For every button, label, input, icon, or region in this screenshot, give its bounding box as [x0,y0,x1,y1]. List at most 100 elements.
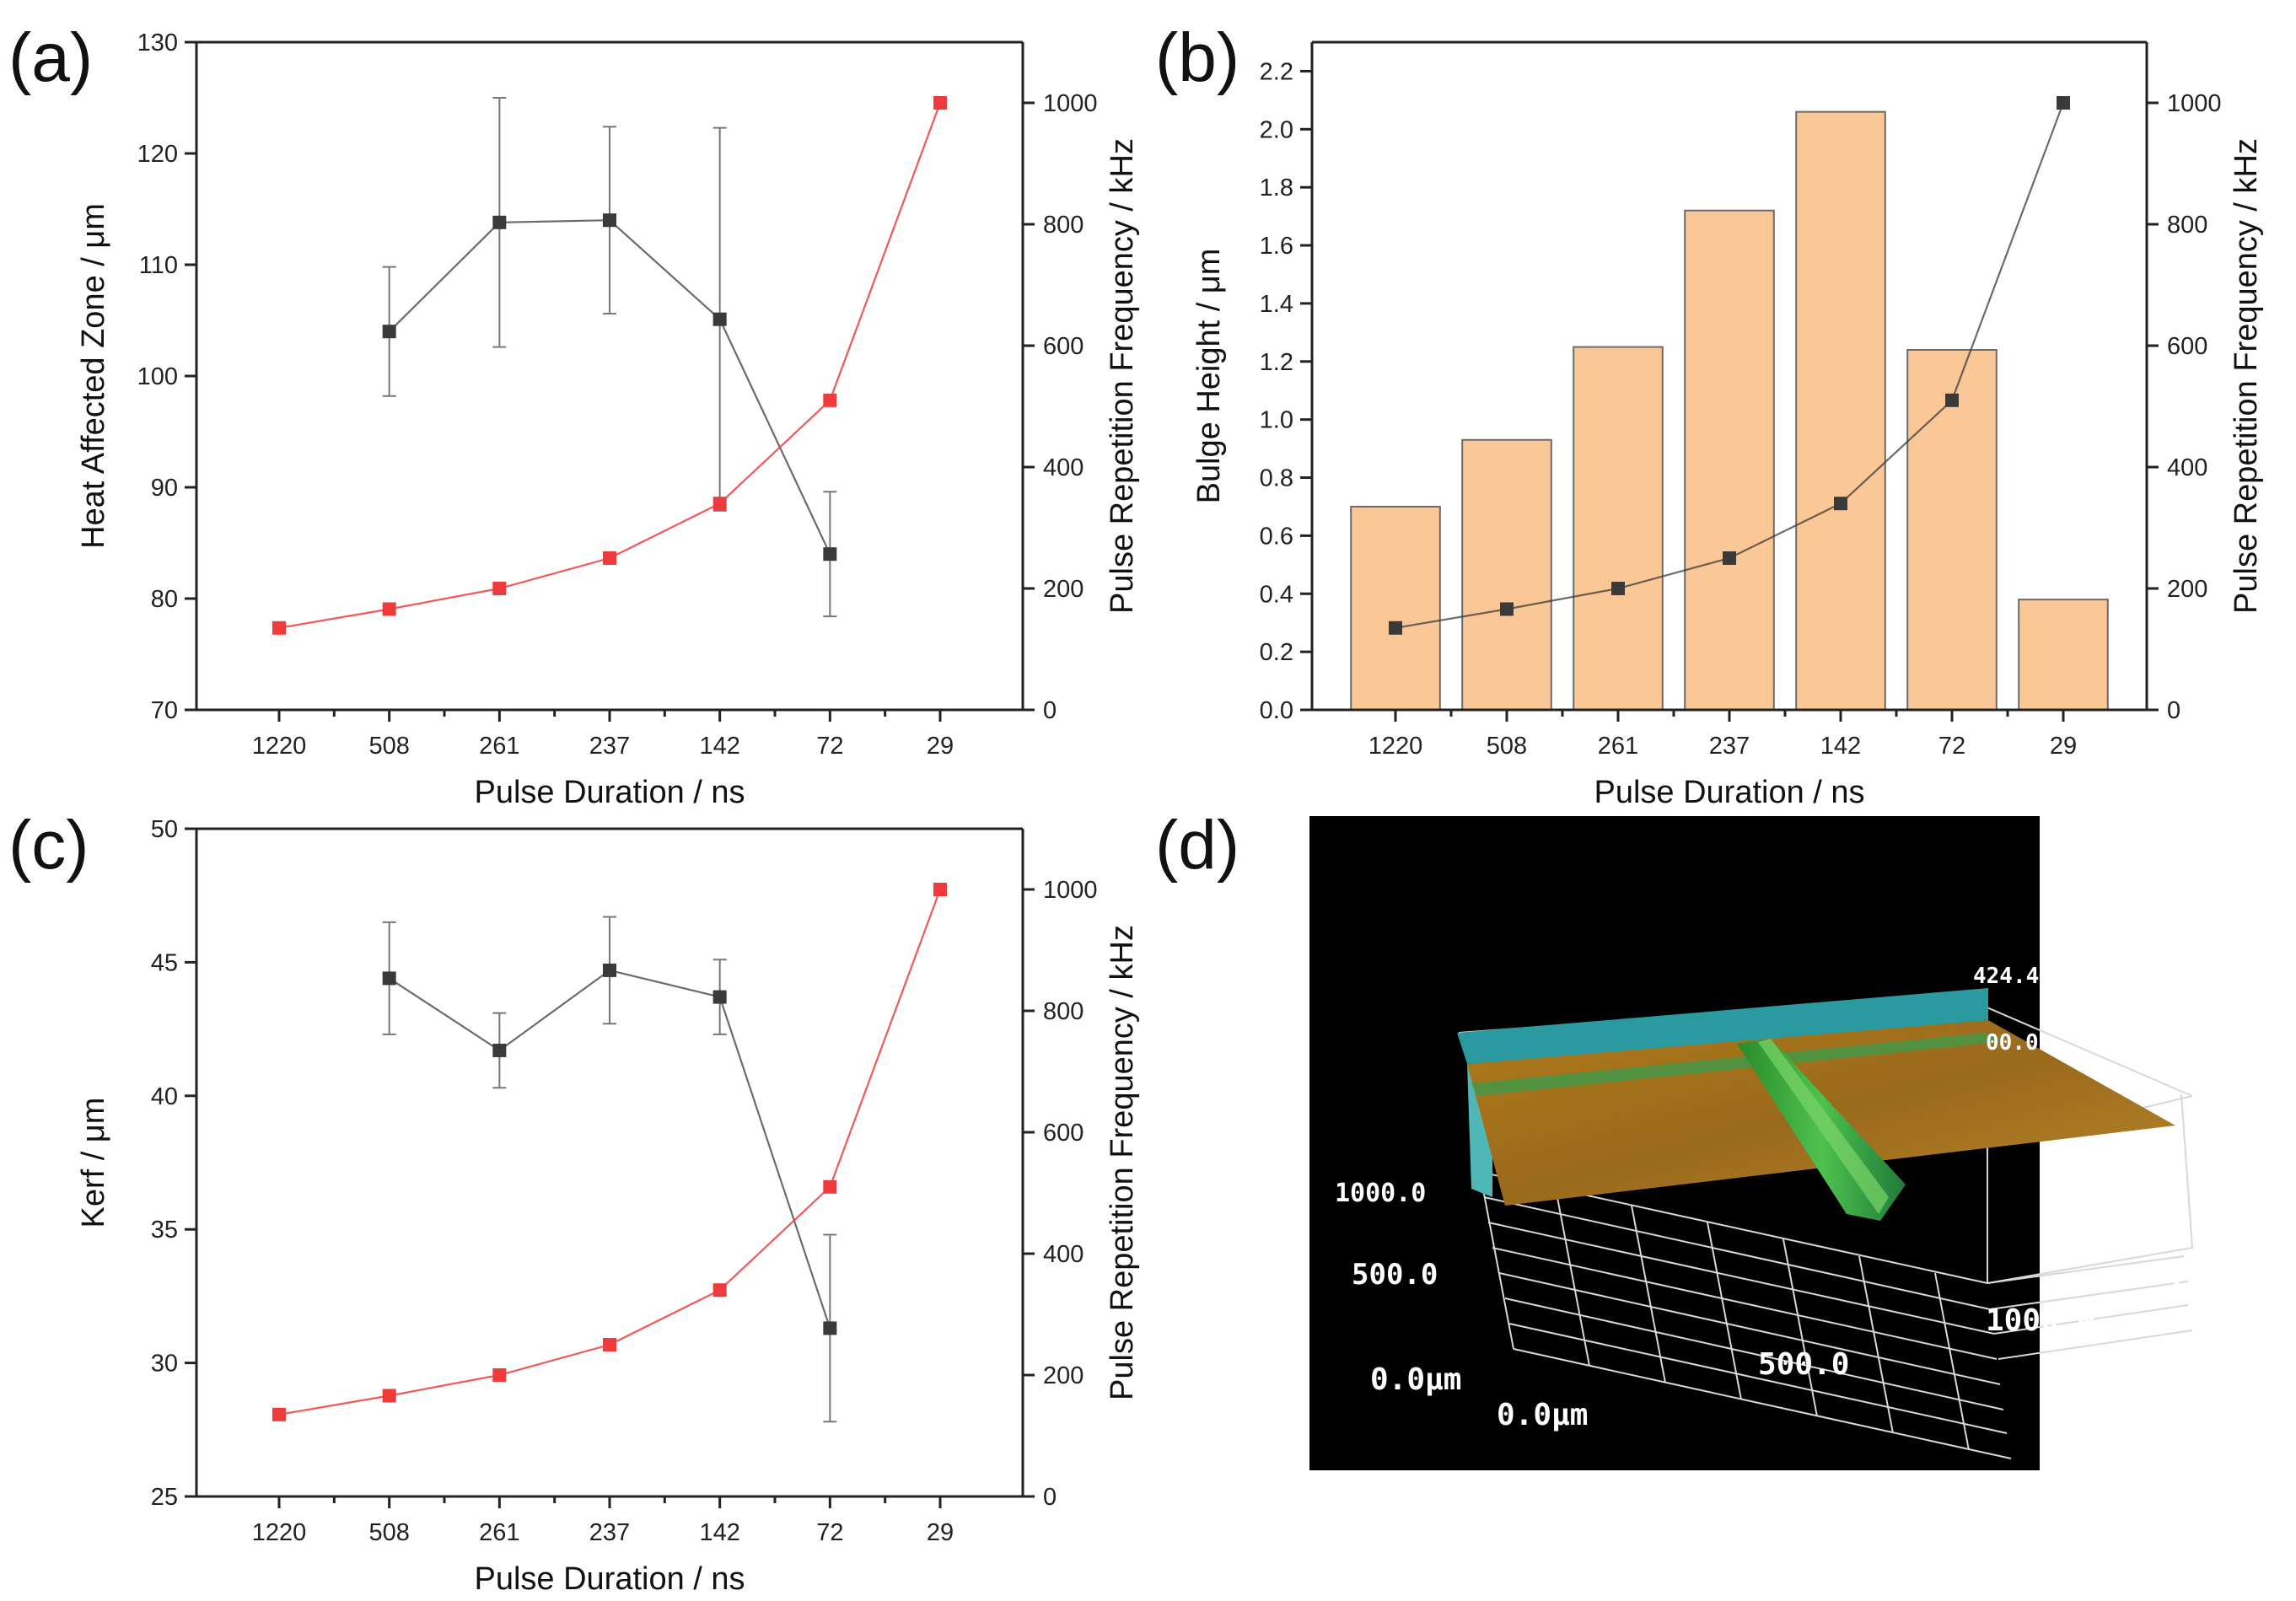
data-point [603,1338,616,1351]
y2-axis-title: Pulse Repetition Frequency / kHz [2229,138,2264,614]
x-tick-label: 237 [1709,733,1750,760]
x-tick-label: 261 [1598,733,1638,760]
y-tick-label: 1.0 [1260,407,1293,434]
data-point [712,1283,727,1297]
y-tick-label: 0.4 [1260,581,1293,608]
x-tick-label: 72 [1938,733,1965,760]
data-point [603,213,616,228]
y-axis-title: Heat Affected Zone / μm [76,203,111,549]
y-500-label: 500.0 [1352,1258,1438,1292]
y-tick-label: 2.0 [1260,116,1293,143]
x-0-label: 0.0μm [1497,1398,1588,1432]
y-tick-label: 0.2 [1260,639,1293,666]
bar-72 [1906,349,1998,711]
y-tick-label: 0.0 [1260,697,1293,724]
x-1000-label: 1000.0 [1986,1303,2095,1338]
data-point [2057,96,2070,110]
z-mid-label: 00.0 [1986,1030,2039,1056]
x-tick-label: 261 [479,1519,519,1546]
y2-tick-label: 400 [1043,1241,1083,1268]
data-point [933,96,947,110]
y-tick-label: 1.8 [1260,175,1293,201]
y-tick-label: 2.2 [1260,58,1293,85]
data-point [823,393,837,407]
y-tick-label: 0.6 [1260,523,1293,550]
data-point [1611,582,1625,595]
data-point [603,551,616,565]
data-point [492,215,507,229]
chart-a: 1220 508 261 237 142 72 29 70 80 90 100 110 120 130 0 2… [76,30,1140,810]
surface-back-edge [1471,1033,2005,1096]
x-tick-label: 72 [816,733,843,760]
y2-tick-label: 200 [1043,1362,1083,1389]
x-tick-label: 72 [816,1519,843,1546]
z-max-label: 424.4μm [1973,964,2066,989]
x-tick-label: 29 [2050,733,2077,760]
data-point [272,1407,286,1421]
data-point [933,883,947,896]
data-point [492,1043,507,1057]
data-point [823,547,837,561]
x-tick-label: 1220 [1368,733,1423,760]
bar-142 [1795,110,1886,711]
y2-tick-label: 1000 [1043,90,1098,117]
bar-29 [2018,599,2109,711]
data-point [603,963,616,977]
y2-tick-label: 600 [1043,1120,1083,1147]
y-tick-label: 80 [151,586,178,613]
y-tick-label: 110 [139,252,178,279]
x-tick-label: 261 [479,733,519,760]
data-point [382,602,396,616]
data-point [382,971,396,986]
y-axis-title: Bulge Height / μm [1191,249,1227,504]
y2-axis-title: Pulse Repetition Frequency / kHz [1105,925,1140,1400]
y-tick-label: 1.4 [1260,291,1293,318]
data-point [712,990,727,1004]
x-max-label: 1417. [2167,1271,2258,1306]
y-tick-label: 30 [151,1351,178,1378]
x-500-label: 500.0 [1758,1347,1849,1382]
y-axis-title: Kerf / μm [76,1098,111,1228]
y-tick-label: 0.8 [1260,465,1293,492]
trench-highlight [1758,1039,1889,1214]
x-axis-title: Pulse Duration / ns [474,1561,745,1597]
panel-label-d: (d) [1155,807,1239,884]
y-1000-label: 1000.0 [1335,1179,1426,1208]
y2-tick-label: 800 [1043,998,1083,1025]
panel-label-a: (a) [8,19,93,96]
bar-261 [1573,346,1664,711]
x-tick-label: 237 [589,733,630,760]
data-point [712,312,727,326]
x-axis-title: Pulse Duration / ns [474,775,745,810]
x-tick-label: 508 [368,1519,409,1546]
surface-back-wall [1457,988,1988,1064]
data-point [1834,497,1847,511]
data-point [382,1389,396,1403]
data-point [272,621,286,635]
x-tick-label: 508 [1487,733,1527,760]
y2-tick-label: 600 [1043,333,1083,360]
y-0-label: 0.0μm [1370,1362,1461,1397]
x-tick-label: 142 [699,733,739,760]
y2-tick-label: 800 [2167,212,2207,239]
y2-tick-label: 800 [1043,212,1083,239]
y-tick-label: 25 [151,1484,178,1511]
data-point [823,1179,837,1194]
y2-tick-label: 400 [1043,454,1083,481]
panel-label-b: (b) [1155,19,1239,96]
y2-tick-label: 0 [1043,1484,1057,1511]
y2-tick-label: 1000 [1043,877,1098,904]
y-tick-label: 100 [137,363,178,390]
data-point [1945,393,1959,407]
surface-profile-panel: 424.4μm 00.0 1000.0 500.0 0.0μm 0.0μm 50… [1309,816,2258,1470]
x-tick-label: 142 [1820,733,1861,760]
y2-tick-label: 600 [2167,333,2207,360]
x-tick-label: 142 [699,1519,739,1546]
y-tick-label: 1.6 [1260,233,1293,260]
bar-508 [1461,438,1552,711]
chart-b: 1220 508 261 237 142 72 29 0.0 0.2 0.4 0.6 0.8 1.0 1.… [1191,40,2264,810]
bar-237 [1684,209,1775,711]
chart-c: 1220 508 261 237 142 72 29 25 30 35 40 45 50 0 200 400 6… [76,816,1140,1597]
y-tick-label: 130 [137,30,178,56]
x-tick-label: 29 [927,1519,954,1546]
